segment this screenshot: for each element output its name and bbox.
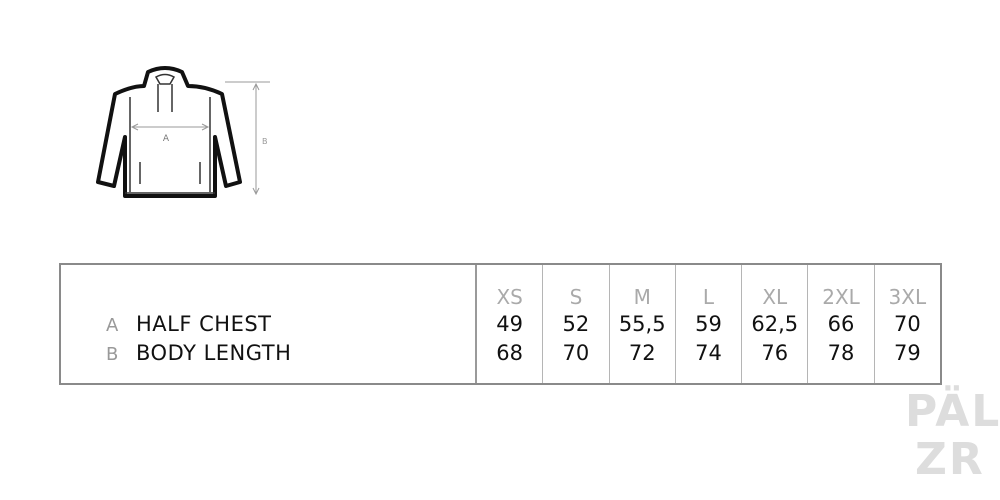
size-header: M [633, 285, 651, 309]
hoodie-diagram: A B [96, 66, 270, 198]
size-column-s: S 52 70 [543, 265, 610, 383]
half-chest-value: 49 [496, 312, 523, 336]
row-name: HALF CHEST [136, 312, 272, 336]
row-letter: A [106, 315, 119, 336]
size-chart-table: A HALF CHEST B BODY LENGTH XS 49 68 S 52 70 M 55,… [59, 263, 942, 385]
size-header: L [702, 285, 715, 309]
body-length-value: 78 [827, 341, 855, 365]
size-header: XS [496, 285, 523, 309]
watermark-line: ZR [915, 434, 985, 485]
size-header: 3XL [888, 285, 927, 309]
hoodie-outline [96, 66, 242, 198]
row-label-body-length: B BODY LENGTH [106, 341, 291, 365]
body-length-value: 74 [695, 341, 722, 365]
size-header: 2XL [822, 285, 860, 309]
size-column-3xl: 3XL 70 79 [875, 265, 940, 383]
label-b: B [262, 137, 268, 146]
hood-opening [154, 73, 176, 85]
size-header: XL [762, 285, 788, 309]
size-column-2xl: 2XL 66 78 [808, 265, 875, 383]
half-chest-value: 62,5 [751, 312, 799, 336]
body-length-value: 68 [496, 341, 523, 365]
body-length-value: 70 [562, 341, 590, 365]
body-length-value: 72 [628, 341, 656, 365]
body-length-value: 76 [761, 341, 789, 365]
size-header: S [569, 285, 583, 309]
size-column-xl: XL 62,5 76 [742, 265, 809, 383]
half-chest-value: 55,5 [618, 312, 666, 336]
size-column-l: L 59 74 [676, 265, 743, 383]
half-chest-value: 52 [562, 312, 590, 336]
brand-watermark: PÄL ZR [905, 388, 1000, 484]
row-name: BODY LENGTH [136, 341, 292, 365]
body-length-value: 79 [893, 341, 921, 365]
row-letter: B [106, 344, 119, 365]
size-column-xs: XS 49 68 [477, 265, 544, 383]
half-chest-value: 70 [893, 312, 921, 336]
row-labels: A HALF CHEST B BODY LENGTH [61, 265, 477, 383]
half-chest-value: 66 [827, 312, 855, 336]
size-column-m: M 55,5 72 [610, 265, 676, 383]
watermark-line: PÄL [905, 386, 1000, 437]
half-chest-value: 59 [695, 312, 722, 336]
row-label-half-chest: A HALF CHEST [106, 312, 272, 336]
label-a: A [163, 134, 170, 144]
